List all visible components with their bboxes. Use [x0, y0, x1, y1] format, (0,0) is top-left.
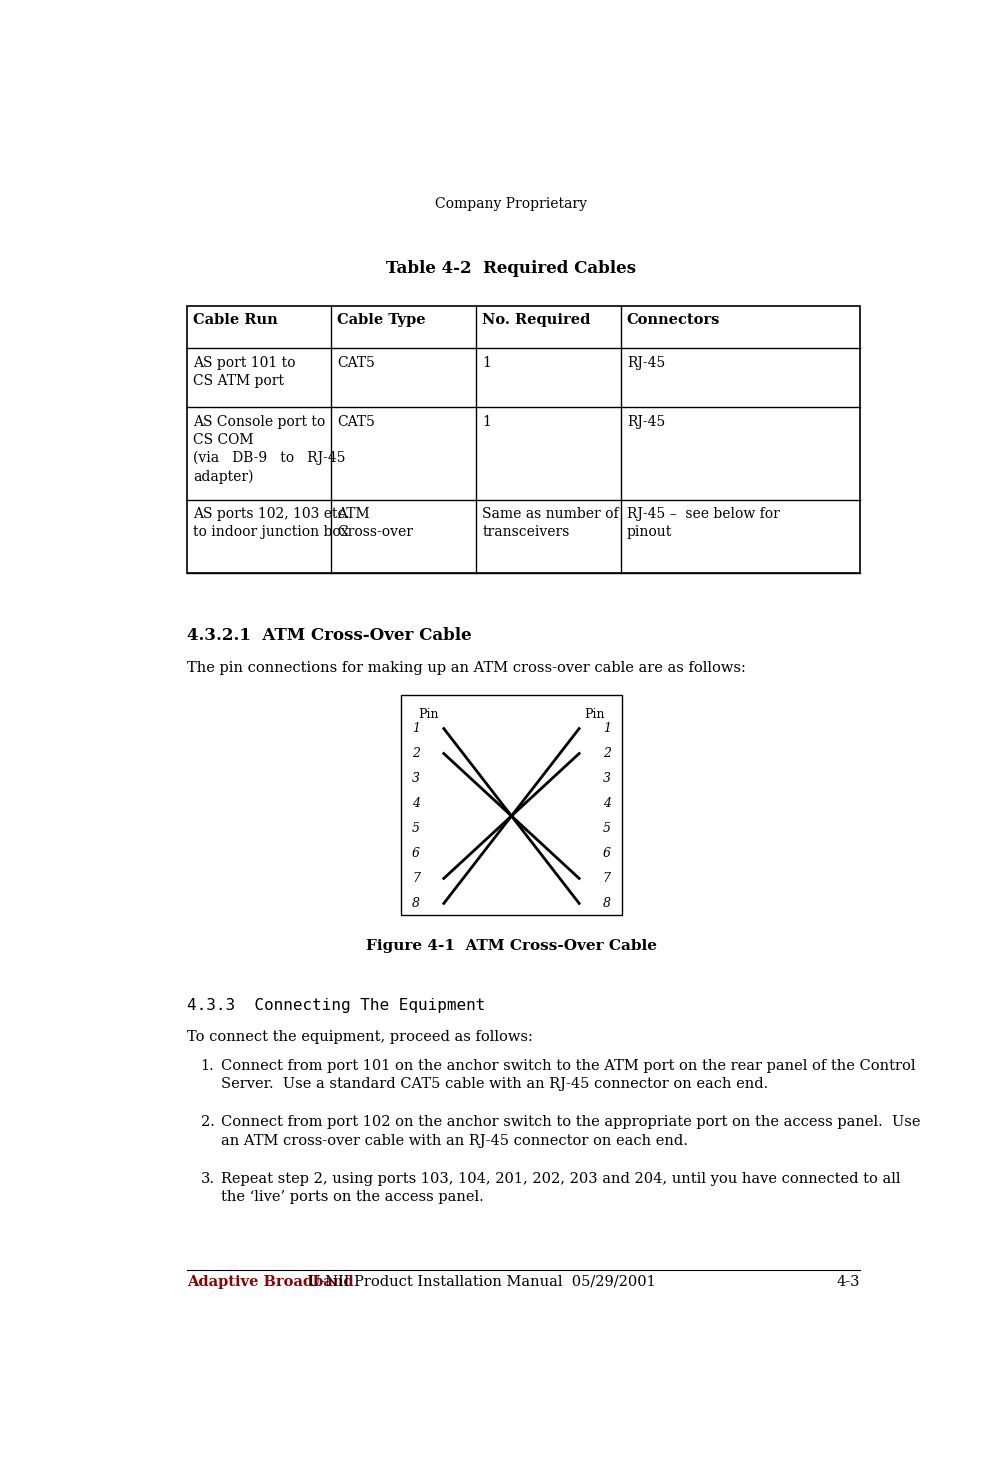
- Text: ATM
Cross-over: ATM Cross-over: [337, 507, 413, 539]
- Text: 3: 3: [603, 772, 611, 785]
- Text: 7: 7: [603, 872, 611, 885]
- Text: 4-3: 4-3: [836, 1275, 859, 1289]
- Text: Adaptive Broadband: Adaptive Broadband: [187, 1275, 353, 1289]
- Text: 1.: 1.: [201, 1059, 215, 1072]
- Text: 4.3.3  Connecting The Equipment: 4.3.3 Connecting The Equipment: [187, 998, 485, 1014]
- Text: 6: 6: [603, 847, 611, 860]
- Text: Repeat step 2, using ports 103, 104, 201, 202, 203 and 204, until you have conne: Repeat step 2, using ports 103, 104, 201…: [222, 1172, 901, 1204]
- Text: 1: 1: [603, 722, 611, 735]
- Text: Connectors: Connectors: [627, 314, 721, 327]
- Text: The pin connections for making up an ATM cross-over cable are as follows:: The pin connections for making up an ATM…: [187, 661, 746, 675]
- Text: 1: 1: [482, 415, 491, 429]
- Text: Connect from port 101 on the anchor switch to the ATM port on the rear panel of : Connect from port 101 on the anchor swit…: [222, 1059, 916, 1091]
- Text: 4.3.2.1  ATM Cross-Over Cable: 4.3.2.1 ATM Cross-Over Cable: [187, 627, 471, 645]
- Text: No. Required: No. Required: [482, 314, 591, 327]
- Text: 1: 1: [482, 356, 491, 371]
- Text: Company Proprietary: Company Proprietary: [435, 198, 588, 211]
- Text: Figure 4-1  ATM Cross-Over Cable: Figure 4-1 ATM Cross-Over Cable: [366, 939, 657, 954]
- Text: RJ-45: RJ-45: [627, 356, 665, 371]
- Text: 3: 3: [412, 772, 420, 785]
- Text: Pin: Pin: [418, 708, 439, 721]
- Text: 2.: 2.: [201, 1115, 215, 1130]
- Text: 7: 7: [412, 872, 420, 885]
- Text: 4: 4: [412, 797, 420, 810]
- Text: 8: 8: [412, 897, 420, 910]
- Text: 1: 1: [412, 722, 420, 735]
- Text: 5: 5: [412, 822, 420, 835]
- Text: U-NII Product Installation Manual  05/29/2001: U-NII Product Installation Manual 05/29/…: [298, 1275, 656, 1289]
- Bar: [401, 694, 622, 914]
- Text: 5: 5: [603, 822, 611, 835]
- Text: Connect from port 102 on the anchor switch to the appropriate port on the access: Connect from port 102 on the anchor swit…: [222, 1115, 921, 1149]
- Text: RJ-45: RJ-45: [627, 415, 665, 429]
- Text: 2: 2: [412, 747, 420, 760]
- Text: 6: 6: [412, 847, 420, 860]
- Text: 3.: 3.: [201, 1172, 215, 1185]
- Text: AS Console port to
CS COM
(via   DB-9   to   RJ-45
adapter): AS Console port to CS COM (via DB-9 to R…: [193, 415, 345, 483]
- Text: AS port 101 to
CS ATM port: AS port 101 to CS ATM port: [193, 356, 295, 388]
- Text: To connect the equipment, proceed as follows:: To connect the equipment, proceed as fol…: [187, 1030, 533, 1043]
- Text: 8: 8: [603, 897, 611, 910]
- Text: Table 4-2  Required Cables: Table 4-2 Required Cables: [386, 261, 637, 277]
- Bar: [187, 306, 859, 573]
- Text: AS ports 102, 103 etc.
to indoor junction box: AS ports 102, 103 etc. to indoor junctio…: [193, 507, 349, 539]
- Text: CAT5: CAT5: [337, 415, 375, 429]
- Text: Pin: Pin: [584, 708, 605, 721]
- Text: Cable Type: Cable Type: [337, 314, 426, 327]
- Text: CAT5: CAT5: [337, 356, 375, 371]
- Text: Cable Run: Cable Run: [193, 314, 277, 327]
- Text: Same as number of
transceivers: Same as number of transceivers: [482, 507, 619, 539]
- Text: RJ-45 –  see below for
pinout: RJ-45 – see below for pinout: [627, 507, 779, 539]
- Text: 2: 2: [603, 747, 611, 760]
- Text: 4: 4: [603, 797, 611, 810]
